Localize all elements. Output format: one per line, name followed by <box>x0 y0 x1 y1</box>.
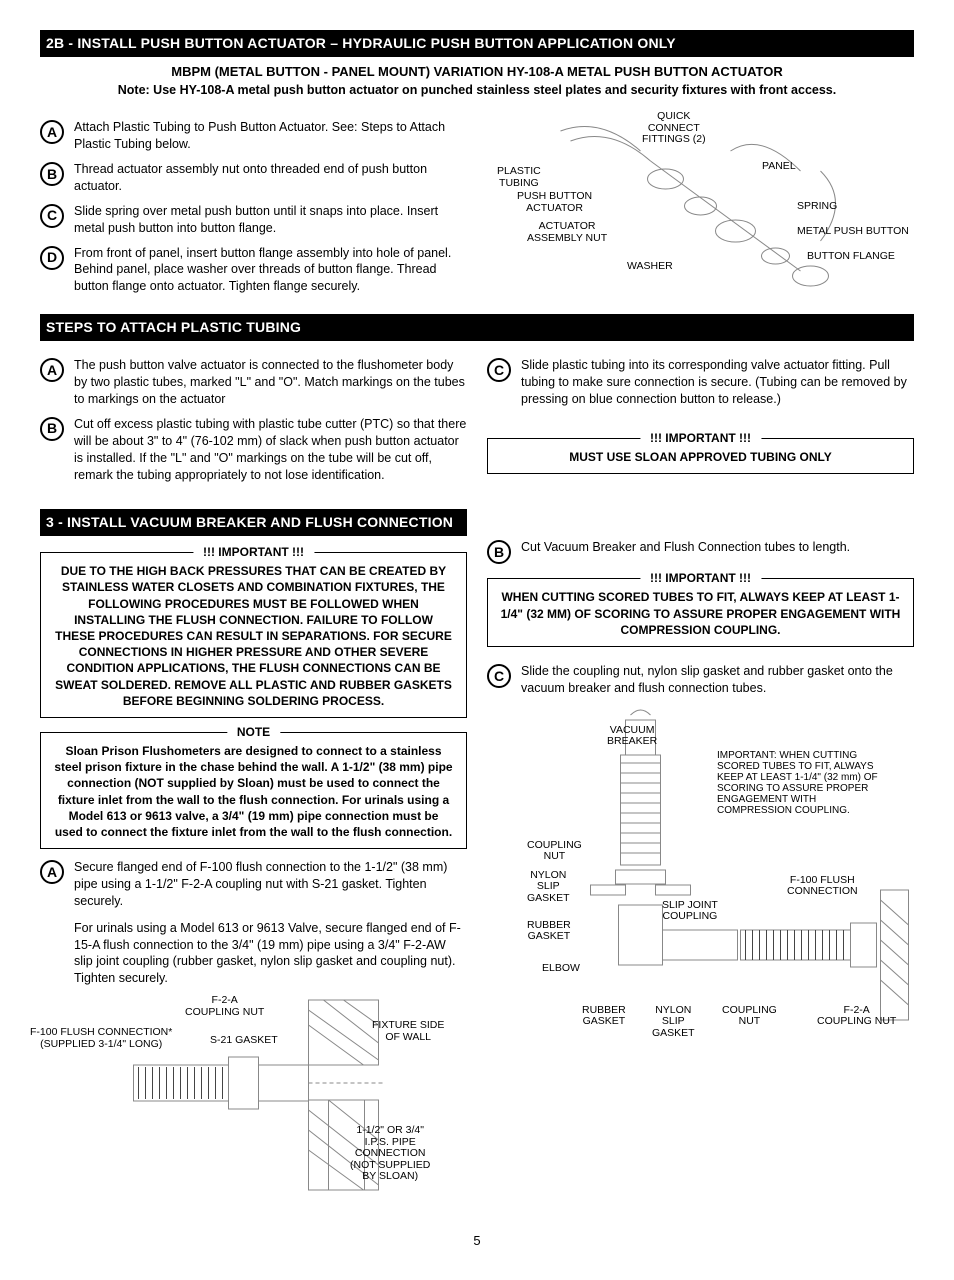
step-tubing-b-text: Cut off excess plastic tubing with plast… <box>74 416 467 484</box>
label-fixture-side: FIXTURE SIDEOF WALL <box>372 1020 444 1043</box>
section-2b-header: 2B - INSTALL PUSH BUTTON ACTUATOR – HYDR… <box>40 30 914 57</box>
section-2b-steps-col: A Attach Plastic Tubing to Push Button A… <box>40 111 467 314</box>
step-letter-b: B <box>487 540 511 564</box>
label-panel: PANEL <box>762 161 796 173</box>
section-3-important2-legend: !!! IMPORTANT !!! <box>640 570 761 586</box>
step-letter-d: D <box>40 246 64 270</box>
step-letter-b: B <box>40 417 64 441</box>
section-3-left-diagram: F-2-ACOUPLING NUT F-100 FLUSH CONNECTION… <box>40 995 467 1208</box>
label-plastic-tubing: PLASTICTUBING <box>497 166 541 189</box>
section-3-important-box: !!! IMPORTANT !!! DUE TO THE HIGH BACK P… <box>40 552 467 718</box>
label-coupling-nut-top: COUPLINGNUT <box>527 840 582 863</box>
section-3-right-diagram: VACUUMBREAKER IMPORTANT: WHEN CUTTING SC… <box>487 705 914 1048</box>
label-push-button-actuator: PUSH BUTTONACTUATOR <box>517 191 592 214</box>
tubing-left-col: A The push button valve actuator is conn… <box>40 349 467 491</box>
step-2b-b-text: Thread actuator assembly nut onto thread… <box>74 161 467 195</box>
label-f100-flush-connection: F-100 FLUSH CONNECTION*(SUPPLIED 3-1/4" … <box>30 1027 172 1050</box>
section-3-note-text: Sloan Prison Flushometers are designed t… <box>54 744 452 839</box>
label-metal-push-button: METAL PUSH BUTTON <box>797 226 909 238</box>
section-3-left-col: 3 - INSTALL VACUUM BREAKER AND FLUSH CON… <box>40 509 467 1208</box>
label-rubber-gasket-top: RUBBERGASKET <box>527 920 571 943</box>
label-spring: SPRING <box>797 201 837 213</box>
step-2b-c-text: Slide spring over metal push button unti… <box>74 203 467 237</box>
label-s21-gasket: S-21 GASKET <box>210 1035 278 1047</box>
tubing-important-legend: !!! IMPORTANT !!! <box>640 430 761 446</box>
step-letter-c: C <box>487 664 511 688</box>
step-2b-a-text: Attach Plastic Tubing to Push Button Act… <box>74 119 467 153</box>
label-vacuum-breaker: VACUUMBREAKER <box>607 725 657 748</box>
section-3-important2-box: !!! IMPORTANT !!! WHEN CUTTING SCORED TU… <box>487 578 914 647</box>
step-3-c-text: Slide the coupling nut, nylon slip gaske… <box>521 663 914 697</box>
tubing-important-text: MUST USE SLOAN APPROVED TUBING ONLY <box>569 450 831 464</box>
step-3-a-p2: For urinals using a Model 613 or 9613 Va… <box>74 920 467 988</box>
label-f2a-coupling-nut: F-2-ACOUPLING NUT <box>185 995 264 1018</box>
step-3-b-text: Cut Vacuum Breaker and Flush Connection … <box>521 539 914 556</box>
section-2b-diagram: PLASTICTUBING QUICKCONNECTFITTINGS (2) P… <box>487 111 914 314</box>
step-letter-a: A <box>40 120 64 144</box>
label-nylon-slip-gasket-bot: NYLONSLIPGASKET <box>652 1005 695 1040</box>
step-tubing-a-text: The push button valve actuator is connec… <box>74 357 467 408</box>
section-3-header: 3 - INSTALL VACUUM BREAKER AND FLUSH CON… <box>40 509 467 536</box>
step-letter-a: A <box>40 358 64 382</box>
section-tubing-header: STEPS TO ATTACH PLASTIC TUBING <box>40 314 914 341</box>
tubing-important-box: !!! IMPORTANT !!! MUST USE SLOAN APPROVE… <box>487 438 914 474</box>
step-2b-d-text: From front of panel, insert button flang… <box>74 245 467 296</box>
step-tubing-c-text: Slide plastic tubing into its correspond… <box>521 357 914 408</box>
label-pipe-connection: 1-1/2" OR 3/4"I.P.S. PIPECONNECTION(NOT … <box>350 1125 430 1183</box>
label-f2a-coupling-nut-bot: F-2-ACOUPLING NUT <box>817 1005 896 1028</box>
section-3-important-legend: !!! IMPORTANT !!! <box>193 544 314 560</box>
section-3-note-box: NOTE Sloan Prison Flushometers are desig… <box>40 732 467 849</box>
step-letter-a: A <box>40 860 64 884</box>
label-elbow: ELBOW <box>542 963 580 975</box>
label-f100-flush: F-100 FLUSHCONNECTION <box>787 875 858 898</box>
label-nylon-slip-gasket-top: NYLONSLIPGASKET <box>527 870 570 905</box>
step-letter-c: C <box>487 358 511 382</box>
section-3-right-col: B Cut Vacuum Breaker and Flush Connectio… <box>487 509 914 1208</box>
label-coupling-nut-bot: COUPLINGNUT <box>722 1005 777 1028</box>
label-washer: WASHER <box>627 261 673 273</box>
section-2b-subheader: MBPM (METAL BUTTON - PANEL MOUNT) VARIAT… <box>40 63 914 81</box>
section-3-important-text: DUE TO THE HIGH BACK PRESSURES THAT CAN … <box>55 564 452 708</box>
section-3-important2-text: WHEN CUTTING SCORED TUBES TO FIT, ALWAYS… <box>501 590 901 636</box>
step-3-a-text: Secure flanged end of F-100 flush connec… <box>74 859 467 987</box>
label-button-flange: BUTTON FLANGE <box>807 251 895 263</box>
label-scoring-note: IMPORTANT: WHEN CUTTING SCORED TUBES TO … <box>717 750 887 816</box>
label-rubber-gasket-bot: RUBBERGASKET <box>582 1005 626 1028</box>
section-2b-subnote: Note: Use HY-108-A metal push button act… <box>40 82 914 99</box>
step-letter-c: C <box>40 204 64 228</box>
label-quick-connect: QUICKCONNECTFITTINGS (2) <box>642 111 706 146</box>
label-slip-joint-coupling: SLIP JOINTCOUPLING <box>662 900 718 923</box>
tubing-right-col: C Slide plastic tubing into its correspo… <box>487 349 914 491</box>
label-actuator-assembly-nut: ACTUATORASSEMBLY NUT <box>527 221 607 244</box>
step-3-a-p1: Secure flanged end of F-100 flush connec… <box>74 859 467 910</box>
step-letter-b: B <box>40 162 64 186</box>
section-3-note-legend: NOTE <box>227 724 280 740</box>
